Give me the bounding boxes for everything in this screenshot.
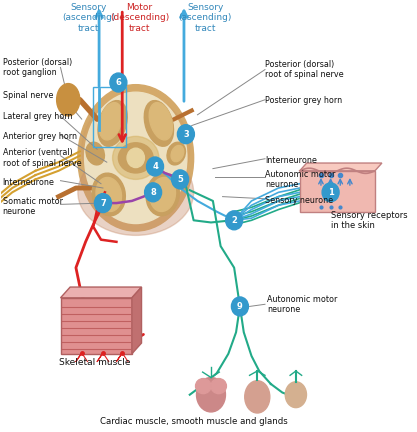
Bar bbox=[93, 87, 126, 147]
Text: Lateral grey horn: Lateral grey horn bbox=[3, 112, 72, 121]
Ellipse shape bbox=[96, 178, 121, 212]
Ellipse shape bbox=[113, 137, 159, 179]
Ellipse shape bbox=[78, 149, 193, 235]
Text: 8: 8 bbox=[150, 188, 156, 197]
Text: 9: 9 bbox=[237, 302, 243, 311]
Text: Somatic motor
neurone: Somatic motor neurone bbox=[3, 197, 63, 216]
Text: 2: 2 bbox=[231, 216, 237, 225]
Ellipse shape bbox=[211, 378, 226, 394]
Text: Interneurone: Interneurone bbox=[3, 178, 55, 187]
Ellipse shape bbox=[167, 142, 186, 165]
Ellipse shape bbox=[82, 95, 190, 203]
Circle shape bbox=[145, 183, 162, 202]
Text: Sensory receptors
in the skin: Sensory receptors in the skin bbox=[331, 211, 407, 230]
Ellipse shape bbox=[285, 382, 306, 408]
Polygon shape bbox=[60, 287, 141, 298]
Text: Posterior grey horn: Posterior grey horn bbox=[265, 96, 342, 105]
Circle shape bbox=[322, 183, 339, 202]
Polygon shape bbox=[300, 163, 382, 171]
Polygon shape bbox=[132, 287, 141, 354]
Text: Autonomic motor
neurone: Autonomic motor neurone bbox=[267, 295, 337, 314]
Text: 7: 7 bbox=[100, 199, 106, 208]
Text: Posterior (dorsal)
root ganglion: Posterior (dorsal) root ganglion bbox=[3, 58, 72, 77]
Ellipse shape bbox=[127, 148, 144, 168]
Text: 5: 5 bbox=[177, 175, 183, 184]
Text: 1: 1 bbox=[328, 188, 334, 197]
Text: Posterior (dorsal)
root of spinal nerve: Posterior (dorsal) root of spinal nerve bbox=[265, 60, 344, 79]
Ellipse shape bbox=[78, 85, 193, 231]
Ellipse shape bbox=[92, 173, 126, 216]
Polygon shape bbox=[300, 171, 375, 212]
Text: 6: 6 bbox=[116, 78, 121, 87]
Circle shape bbox=[110, 73, 127, 92]
Text: Sensory
(ascending)
tract: Sensory (ascending) tract bbox=[62, 3, 116, 33]
Text: Autonomic motor
neurone: Autonomic motor neurone bbox=[265, 170, 335, 189]
Text: Interneurone: Interneurone bbox=[265, 156, 317, 165]
Circle shape bbox=[146, 157, 163, 176]
Ellipse shape bbox=[196, 378, 211, 394]
Ellipse shape bbox=[118, 143, 153, 173]
Text: Motor
(descending)
tract: Motor (descending) tract bbox=[110, 3, 169, 33]
Circle shape bbox=[95, 194, 111, 213]
Ellipse shape bbox=[149, 103, 172, 140]
Text: Anterior (ventral)
root of spinal nerve: Anterior (ventral) root of spinal nerve bbox=[3, 148, 81, 168]
Text: 3: 3 bbox=[183, 130, 189, 139]
Ellipse shape bbox=[171, 146, 184, 162]
Ellipse shape bbox=[85, 92, 187, 223]
Ellipse shape bbox=[150, 178, 176, 212]
Text: Cardiac muscle, smooth muscle and glands: Cardiac muscle, smooth muscle and glands bbox=[100, 417, 287, 426]
Ellipse shape bbox=[146, 173, 179, 216]
Ellipse shape bbox=[144, 101, 173, 146]
Circle shape bbox=[172, 170, 188, 189]
Text: Sensory
(ascending)
tract: Sensory (ascending) tract bbox=[178, 3, 232, 33]
Circle shape bbox=[231, 297, 249, 316]
Ellipse shape bbox=[99, 103, 122, 140]
Ellipse shape bbox=[98, 101, 127, 146]
Text: Anterior grey horn: Anterior grey horn bbox=[3, 132, 77, 141]
Ellipse shape bbox=[57, 83, 80, 116]
Polygon shape bbox=[60, 298, 132, 354]
Ellipse shape bbox=[245, 381, 270, 413]
Circle shape bbox=[226, 211, 243, 230]
Ellipse shape bbox=[86, 142, 104, 165]
Text: Sensory neurone: Sensory neurone bbox=[265, 197, 333, 206]
Circle shape bbox=[177, 125, 194, 144]
Ellipse shape bbox=[196, 378, 226, 412]
Text: Spinal nerve: Spinal nerve bbox=[3, 91, 53, 100]
Text: Skeletal muscle: Skeletal muscle bbox=[60, 358, 131, 367]
Text: 4: 4 bbox=[152, 162, 158, 171]
